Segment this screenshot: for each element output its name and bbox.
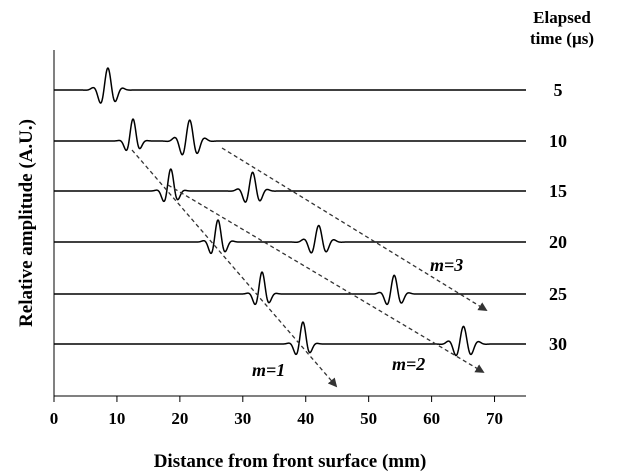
trace-20us (54, 219, 526, 255)
time-label: 10 (549, 131, 567, 151)
x-tick-label: 40 (297, 409, 314, 428)
trace-10us (54, 118, 526, 156)
legend-title-line-1: Elapsed (533, 8, 591, 27)
trace-25us (54, 271, 526, 306)
trace-15us (54, 168, 526, 203)
x-ticks: 0 10 20 30 40 50 60 70 (50, 396, 503, 428)
elapsed-time-labels: 5 10 15 20 25 30 (549, 80, 567, 354)
x-tick-label: 20 (171, 409, 188, 428)
mode-arrows: m=1 m=2 m=3 (131, 147, 488, 388)
x-tick-label: 10 (108, 409, 125, 428)
x-tick-label: 0 (50, 409, 59, 428)
x-tick-label: 50 (360, 409, 377, 428)
x-tick-label: 30 (234, 409, 251, 428)
time-label: 15 (549, 181, 567, 201)
time-label: 25 (549, 284, 567, 304)
x-tick-label: 60 (423, 409, 440, 428)
waveform-traces (54, 67, 526, 357)
mode-arrow (167, 184, 485, 373)
trace-30us (54, 321, 526, 357)
mode-label: m=3 (430, 255, 463, 275)
legend-title-line-2: time (µs) (530, 29, 594, 48)
x-tick-label: 70 (486, 409, 503, 428)
mode-label: m=1 (252, 360, 285, 380)
mode-arrow (131, 149, 338, 388)
trace-5us (54, 67, 526, 104)
x-axis-title: Distance from front surface (mm) (154, 451, 427, 472)
time-label: 20 (549, 232, 567, 252)
mode-label: m=2 (392, 354, 425, 374)
y-axis-title: Relative amplitude (A.U.) (16, 119, 37, 327)
time-label: 5 (554, 80, 563, 100)
mode-arrow (221, 147, 488, 311)
time-label: 30 (549, 334, 567, 354)
